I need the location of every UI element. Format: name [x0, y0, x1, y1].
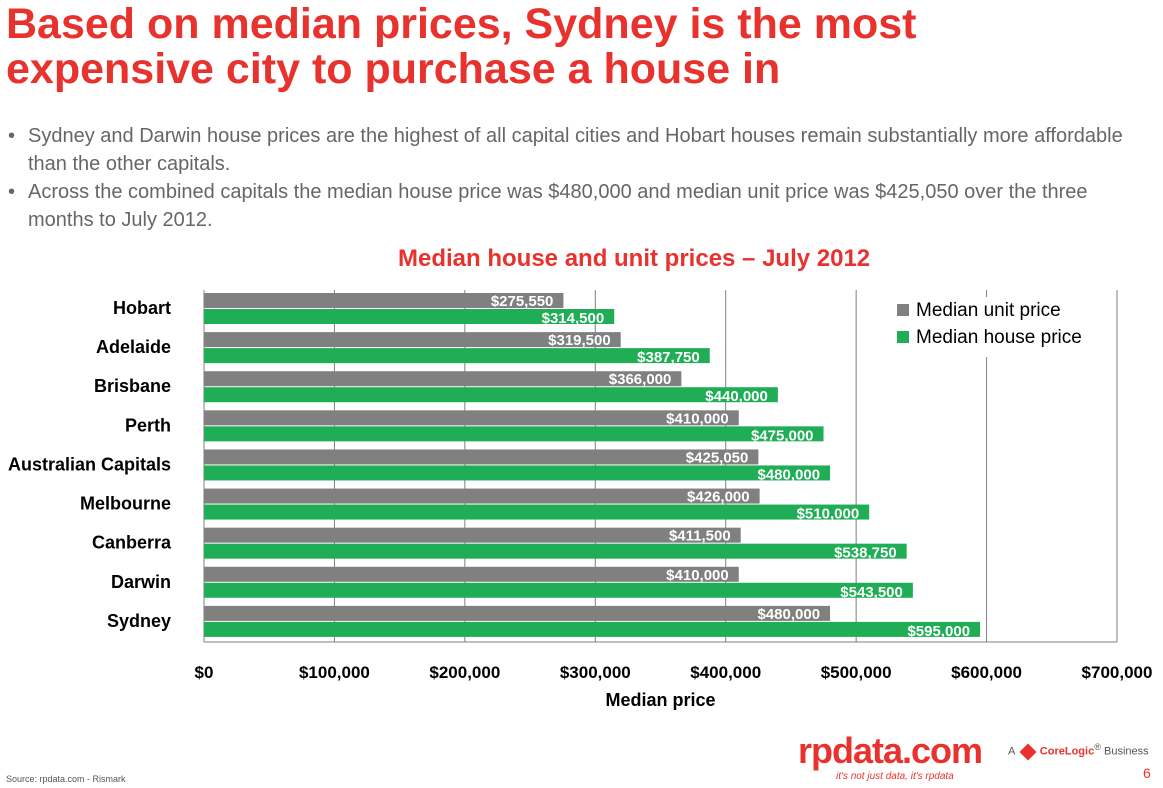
corelogic-trademark: ® — [1094, 742, 1101, 752]
bullet-item: • Across the combined capitals the media… — [8, 178, 1158, 234]
rpdata-tagline: it's not just data, it's rpdata — [836, 771, 954, 782]
data-label-house: $510,000 — [797, 506, 860, 523]
bar-chart: Hobart $275,550$314,500 Adelaide $319,500 $3… — [8, 290, 1153, 710]
x-tick-label: $0 — [195, 663, 214, 682]
source-note: Source: rpdata.com - Rismark — [6, 774, 126, 784]
bar-median-house-price — [204, 348, 710, 364]
legend-swatch-unit — [897, 304, 909, 316]
x-tick-label: $400,000 — [690, 663, 761, 682]
bar-median-unit-price — [204, 293, 564, 308]
x-tick-label: $600,000 — [951, 663, 1022, 682]
category-label: Perth — [125, 415, 171, 435]
legend-label-house: Median house price — [916, 327, 1082, 348]
category-label: Darwin — [111, 572, 171, 592]
bar-median-unit-price — [204, 332, 621, 348]
x-tick-label: $200,000 — [429, 663, 500, 682]
bar-median-unit-price — [204, 605, 831, 621]
data-label-house: $543,500 — [840, 584, 903, 601]
slide-title-line-2: expensive city to purchase a house in — [6, 45, 781, 93]
bar-median-unit-price — [204, 371, 682, 387]
category-label: Melbourne — [80, 494, 171, 514]
bullet-text: Across the combined capitals the median … — [28, 181, 1088, 231]
category-label: Adelaide — [96, 337, 171, 357]
rpdata-logo: rpdata.com — [798, 730, 983, 771]
x-tick-label: $500,000 — [821, 663, 892, 682]
legend-label-unit: Median unit price — [916, 300, 1061, 321]
bar-median-house-price — [204, 582, 913, 598]
corelogic-business-mark: A CoreLogic® Business — [1008, 742, 1149, 761]
bar-median-unit-price — [204, 488, 760, 504]
category-label: Canberra — [92, 533, 172, 553]
category-label: Australian Capitals — [8, 454, 171, 474]
data-label-unit: $426,000 — [687, 489, 750, 506]
corelogic-icon — [1019, 743, 1037, 761]
category-label: Brisbane — [94, 376, 171, 396]
data-label-house: $387,750 — [637, 349, 700, 366]
data-label-unit: $425,050 — [686, 449, 749, 466]
bar-median-house-price — [204, 504, 870, 520]
bar-median-unit-price — [204, 566, 739, 582]
slide-title: Based on median prices, Sydney is the mo… — [6, 2, 1156, 92]
x-tick-label: $100,000 — [299, 663, 370, 682]
bar-median-unit-price — [204, 527, 741, 543]
bar-median-house-price — [204, 621, 981, 637]
bar-median-house-price — [204, 543, 907, 559]
bar-median-house-price — [204, 426, 824, 442]
data-label-house: $440,000 — [705, 388, 768, 405]
bullet-item: • Sydney and Darwin house prices are the… — [8, 122, 1158, 178]
data-label-house: $595,000 — [907, 623, 970, 640]
bar-median-unit-price — [204, 410, 739, 426]
bullet-dot-icon: • — [8, 181, 16, 203]
data-label-unit: $410,000 — [666, 410, 729, 427]
corelogic-prefix: A — [1008, 745, 1015, 758]
bar-median-house-price — [204, 387, 778, 403]
bullet-dot-icon: • — [8, 125, 16, 147]
legend-swatch-house — [897, 331, 909, 343]
chart-title: Median house and unit prices – July 2012 — [398, 245, 871, 272]
data-label-unit: $410,000 — [666, 567, 729, 584]
bar-median-house-price — [204, 309, 615, 324]
data-label-unit: $275,550 — [491, 293, 554, 310]
data-label-house: $475,000 — [751, 427, 814, 444]
legend-background — [880, 297, 1105, 357]
data-label-house: $480,000 — [757, 466, 820, 483]
bar-median-house-price — [204, 465, 831, 481]
category-label: Hobart — [113, 298, 171, 318]
data-label-unit: $319,500 — [548, 332, 611, 349]
bullet-list: • Sydney and Darwin house prices are the… — [8, 122, 1158, 234]
slide-title-line-1: Based on median prices, Sydney is the mo… — [6, 0, 917, 48]
bar-median-unit-price — [204, 449, 759, 465]
corelogic-brand: CoreLogic — [1039, 745, 1095, 758]
x-tick-label: $700,000 — [1082, 663, 1153, 682]
data-label-house: $538,750 — [834, 545, 897, 562]
data-label-unit: $480,000 — [757, 606, 820, 623]
page-number: 6 — [1143, 765, 1151, 781]
x-tick-label: $300,000 — [560, 663, 631, 682]
bullet-text: Sydney and Darwin house prices are the h… — [28, 125, 1123, 175]
x-axis-label: Median price — [605, 690, 715, 710]
data-label-unit: $366,000 — [609, 371, 672, 388]
corelogic-suffix: Business — [1104, 745, 1149, 758]
category-label: Sydney — [107, 611, 171, 631]
data-label-house: $314,500 — [542, 310, 605, 327]
data-label-unit: $411,500 — [669, 528, 731, 545]
